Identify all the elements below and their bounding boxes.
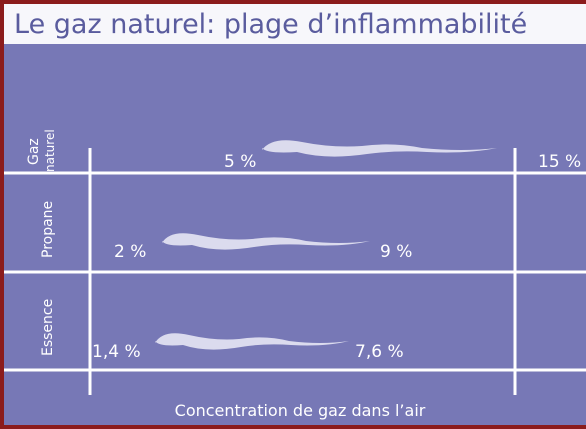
row-label: Propane (40, 201, 56, 258)
high-limit: 9 % (380, 242, 412, 262)
high-limit: 15 % (538, 152, 581, 172)
title: Le gaz naturel: plage d’inflammabilité (14, 9, 527, 40)
row-label: naturel (43, 129, 57, 172)
low-limit: 2 % (114, 242, 146, 262)
axis-label: Concentration de gaz dans l’air (175, 401, 426, 420)
row-label: Essence (40, 299, 56, 356)
low-limit: 1,4 % (92, 342, 141, 362)
row-label: Gaz (26, 138, 42, 165)
low-limit: 5 % (224, 152, 256, 172)
diagram: Le gaz naturel: plage d’inflammabilité G… (0, 0, 586, 429)
high-limit: 7,6 % (355, 342, 404, 362)
